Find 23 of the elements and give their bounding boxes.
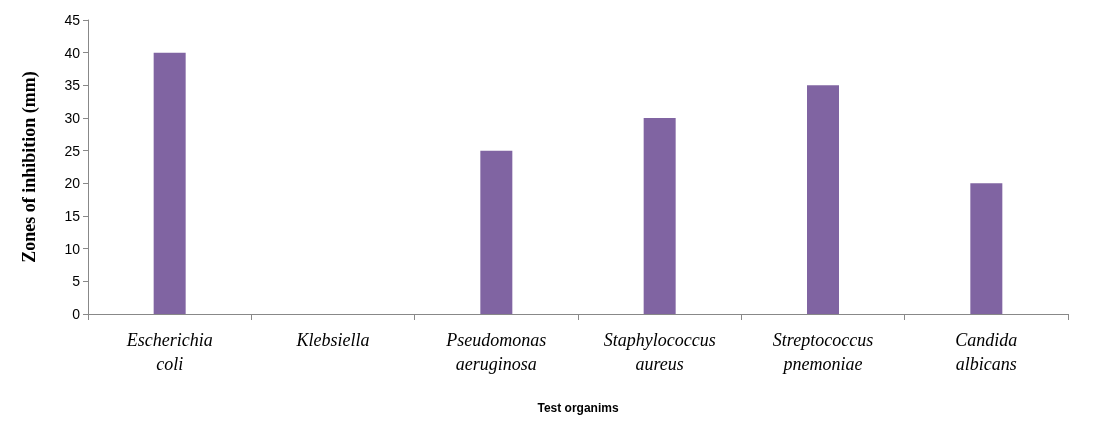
y-tick-label: 25 [64, 142, 81, 159]
bar [153, 52, 186, 314]
bar [970, 183, 1003, 314]
y-tick-label: 15 [64, 208, 81, 224]
y-tick-label: 0 [72, 306, 81, 322]
y-tick-label: 5 [72, 273, 81, 290]
x-tick-label: Klebsiella [295, 330, 370, 350]
x-tick-label: Streptococcus pnemoniae [772, 330, 874, 374]
x-tick-label: Escherichia coli [125, 330, 213, 374]
y-tick-label: 10 [64, 240, 81, 257]
x-axis-title: Test organims [537, 401, 619, 415]
x-tick-label: Candida albicans [955, 330, 1018, 374]
bar [643, 118, 676, 314]
y-tick-label: 45 [64, 12, 81, 28]
y-tick-label: 20 [64, 175, 81, 192]
y-tick-label: 35 [64, 77, 81, 94]
x-tick-label: Pseudomonas aeruginosa [445, 330, 547, 374]
y-axis-title: Zones of inhibition (mm) [19, 71, 40, 263]
bar [807, 85, 839, 314]
y-tick-label: 40 [64, 44, 81, 61]
bar [480, 150, 513, 314]
x-tick-label: Staphylococcus aureus [603, 330, 716, 374]
y-tick-label: 30 [64, 110, 81, 126]
